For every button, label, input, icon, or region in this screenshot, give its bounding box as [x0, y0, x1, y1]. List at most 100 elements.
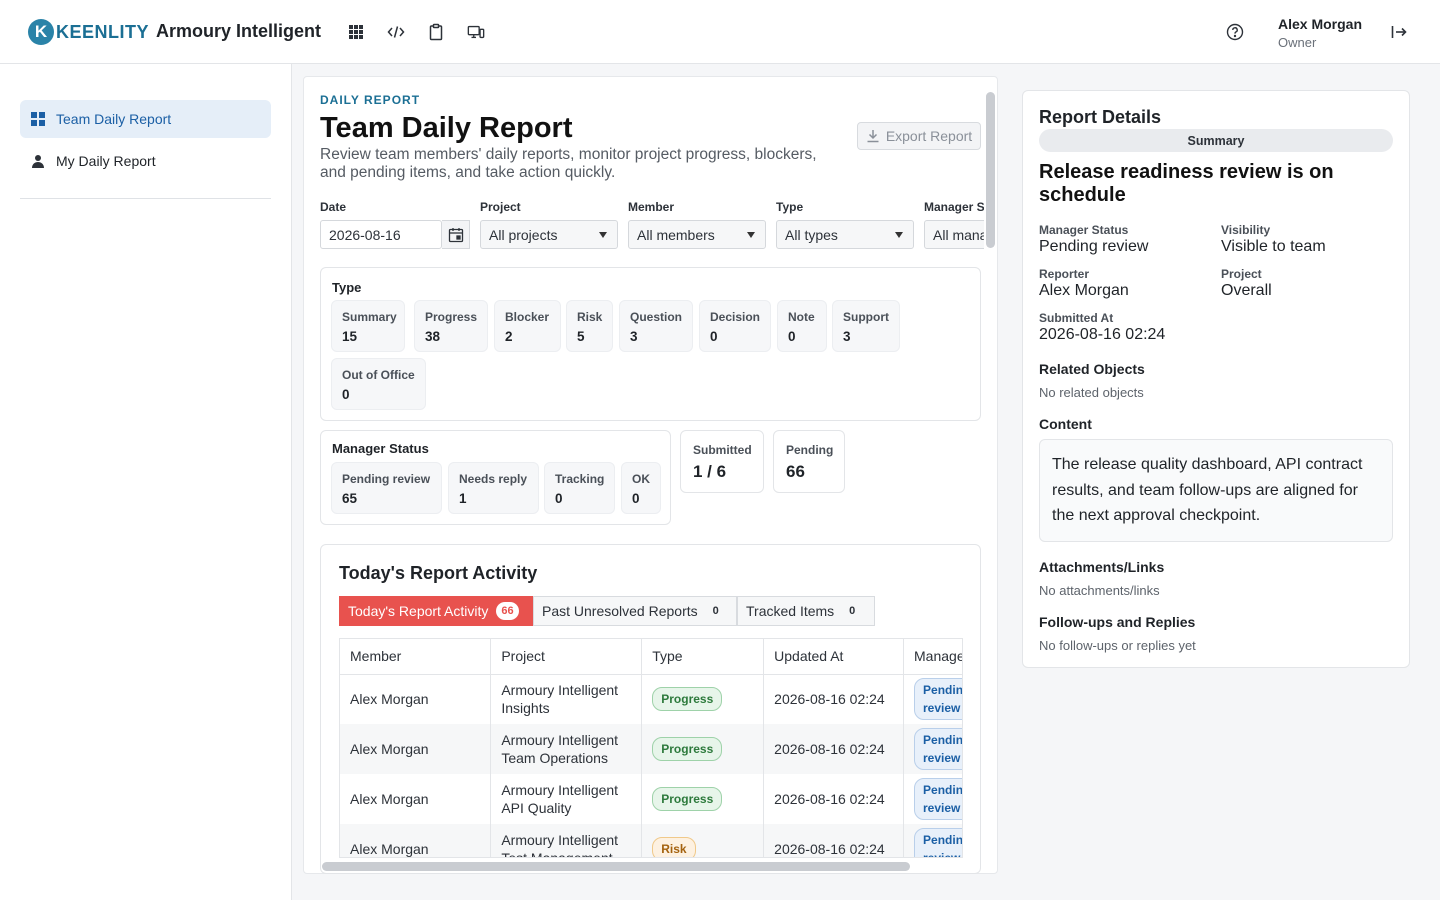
cell-type: Risk [641, 824, 765, 857]
stat-value: 66 [786, 462, 805, 481]
chip-value: 1 [459, 491, 467, 506]
activity-tabs: Today's Report Activity 66 Past Unresolv… [339, 596, 875, 626]
chip-value: 3 [843, 329, 851, 344]
cell-project: Armoury Intelligent Test Management [490, 824, 643, 857]
stat-value: 1 / 6 [693, 462, 727, 481]
sidebar: Team Daily Report My Daily Report [0, 64, 292, 900]
cell-manager-status: Pending review [903, 724, 962, 774]
user-name: Alex Morgan [1278, 16, 1363, 32]
visibility-label: Visibility [1221, 223, 1271, 237]
cell-updated-at: 2026-08-16 02:24 [763, 724, 905, 774]
details-title: Report Details [1039, 107, 1162, 127]
export-report-button[interactable]: Export Report [857, 122, 981, 150]
sidebar-item-team-daily-report[interactable]: Team Daily Report [20, 100, 271, 138]
project-label: Project [1221, 267, 1262, 281]
reporter-label: Reporter [1039, 267, 1090, 281]
tab-tracked-items[interactable]: Tracked Items 0 [737, 596, 875, 626]
type-chip-out-of-office[interactable]: Out of Office 0 [331, 358, 426, 410]
report-content: The release quality dashboard, API contr… [1039, 439, 1393, 542]
date-filter-input[interactable]: 2026-08-16 [320, 220, 442, 249]
cell-project: Armoury Intelligent Insights [490, 674, 643, 724]
horizontal-scrollbar[interactable] [322, 862, 910, 871]
calendar-icon[interactable] [442, 220, 470, 249]
column-header-updated-at[interactable]: Updated At [763, 639, 905, 675]
chip-value: 3 [630, 329, 638, 344]
report-headline: Release readiness review is on schedule [1039, 161, 1334, 206]
cell-manager-status: Pending review [903, 674, 962, 724]
table-header-row: Member Project Type Updated At Manager S… [340, 639, 962, 675]
type-chip-question[interactable]: Question 3 [619, 300, 693, 352]
manager-filter-select[interactable]: All manager statuses [924, 220, 984, 249]
type-card-title: Type [332, 280, 362, 295]
type-filter-value: All types [785, 226, 838, 243]
chip-label: Risk [577, 310, 603, 324]
chip-label: Progress [425, 310, 478, 324]
manager-filter-clip: Manager Status All manager statuses [924, 195, 984, 255]
column-header-manager-status[interactable]: Manager Status [903, 639, 962, 675]
manager-status-card: Manager Status Pending review 65 Needs re… [320, 430, 671, 525]
column-header-project[interactable]: Project [490, 639, 643, 675]
sidebar-item-my-daily-report[interactable]: My Daily Report [20, 142, 271, 180]
chip-label: Note [788, 310, 815, 324]
column-header-type[interactable]: Type [641, 639, 765, 675]
chip-value: 15 [342, 329, 358, 344]
chip-label: Out of Office [342, 368, 415, 382]
help-icon[interactable] [1226, 23, 1244, 41]
type-summary-card: Type Summary 15 Progress 38 Blocker 2 Risk 5… [320, 267, 981, 421]
column-header-member[interactable]: Member [340, 639, 492, 675]
tab-todays-report-activity[interactable]: Today's Report Activity 66 [339, 596, 533, 626]
content-title: Content [1039, 416, 1092, 432]
manager-filter-value: All manager statuses [933, 226, 984, 243]
chevron-down-icon [599, 232, 607, 238]
stat-label: Submitted [693, 443, 752, 457]
vertical-scrollbar[interactable] [986, 92, 995, 248]
cell-updated-at: 2026-08-16 02:24 [763, 824, 905, 857]
type-chip-blocker[interactable]: Blocker 2 [494, 300, 561, 352]
user-role: Owner [1278, 35, 1317, 50]
chip-label: Needs reply [459, 472, 528, 486]
cell-type: Progress [641, 674, 765, 724]
type-chip-progress[interactable]: Progress 38 [414, 300, 488, 352]
devices-icon[interactable] [466, 22, 486, 42]
manager-chip-ok[interactable]: OK 0 [621, 462, 661, 514]
cell-type: Progress [641, 774, 765, 824]
cell-project: Armoury Intelligent Team Operations [490, 724, 643, 774]
date-filter-label: Date [320, 200, 347, 214]
tab-count-badge: 0 [849, 605, 856, 617]
page-description: Review team members' daily reports, moni… [320, 146, 817, 181]
manager-chip-tracking[interactable]: Tracking 0 [544, 462, 615, 514]
table-row[interactable]: Alex Morgan Armoury Intelligent Test Man… [340, 824, 962, 857]
tab-label: Tracked Items [746, 603, 835, 619]
chip-label: Blocker [505, 310, 550, 324]
code-icon[interactable] [386, 22, 406, 42]
cell-member: Alex Morgan [340, 824, 492, 857]
type-chip-note[interactable]: Note 0 [777, 300, 827, 352]
type-chip-support[interactable]: Support 3 [832, 300, 900, 352]
member-filter-select[interactable]: All members [628, 220, 766, 249]
tab-past-unresolved-reports[interactable]: Past Unresolved Reports 0 [533, 596, 737, 626]
page-title: Team Daily Report [320, 112, 573, 144]
brand-logo[interactable]: K KEENLITY [28, 18, 149, 46]
apps-grid-icon[interactable] [346, 22, 366, 42]
pending-stat: Pending 66 [773, 430, 845, 493]
cell-member: Alex Morgan [340, 724, 492, 774]
manager-chip-needs-reply[interactable]: Needs reply 1 [448, 462, 539, 514]
table-row[interactable]: Alex Morgan Armoury Intelligent Insights… [340, 674, 962, 724]
type-badge: Progress [652, 787, 723, 811]
cell-updated-at: 2026-08-16 02:24 [763, 674, 905, 724]
user-menu[interactable]: Alex Morgan Owner [1278, 16, 1362, 50]
clipboard-icon[interactable] [426, 22, 446, 42]
project-filter-select[interactable]: All projects [480, 220, 618, 249]
cell-manager-status: Pending review [903, 824, 962, 857]
type-chip-decision[interactable]: Decision 0 [699, 300, 771, 352]
table-row[interactable]: Alex Morgan Armoury Intelligent Team Ope… [340, 724, 962, 774]
type-chip-risk[interactable]: Risk 5 [566, 300, 613, 352]
logout-icon[interactable] [1390, 23, 1408, 41]
download-icon [867, 130, 879, 143]
type-filter-select[interactable]: All types [776, 220, 914, 249]
type-chip-summary[interactable]: Summary 15 [331, 300, 405, 352]
cell-type: Progress [641, 724, 765, 774]
chip-label: Summary [342, 310, 397, 324]
manager-chip-pending-review[interactable]: Pending review 65 [331, 462, 442, 514]
table-row[interactable]: Alex Morgan Armoury Intelligent API Qual… [340, 774, 962, 824]
